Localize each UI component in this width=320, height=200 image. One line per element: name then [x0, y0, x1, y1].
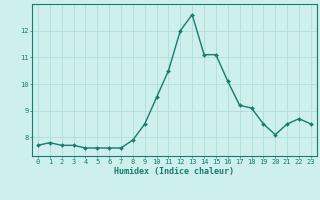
X-axis label: Humidex (Indice chaleur): Humidex (Indice chaleur) [115, 167, 234, 176]
